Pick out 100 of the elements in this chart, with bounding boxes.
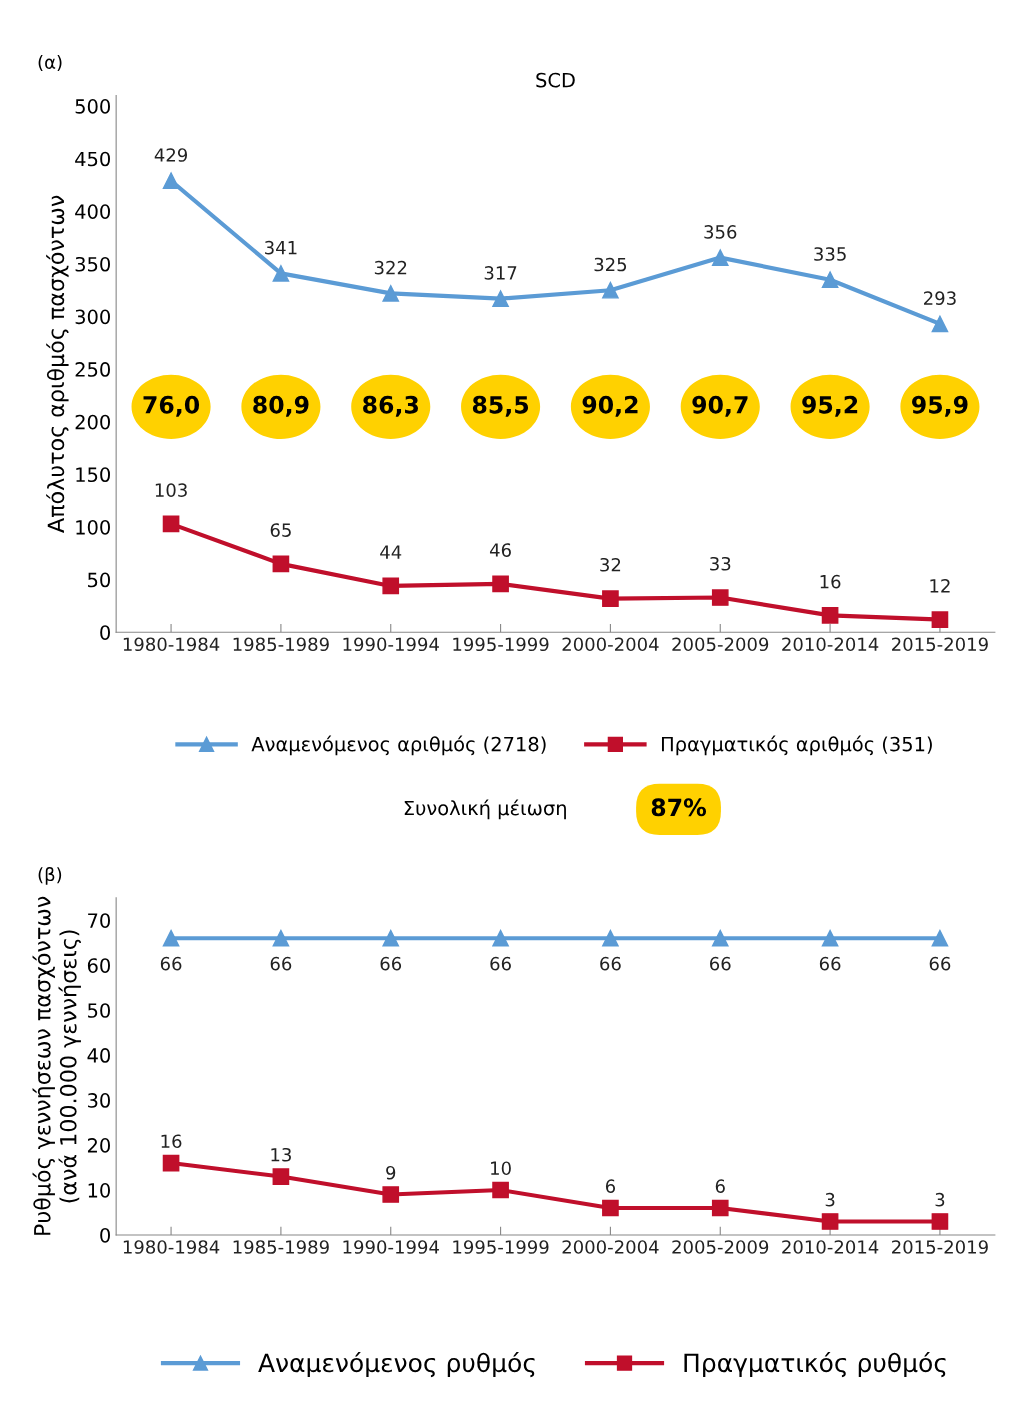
legend-label: Πραγματικός αριθμός (351) (661, 735, 932, 756)
x-tick-label: 2005-2009 (672, 1240, 769, 1254)
y-axis-title: Ρυθμός γεννήσεων πασχόντων (ανά 100.000 γεννήσεις) (32, 896, 81, 1235)
y-tick-label: 20 (87, 1138, 110, 1153)
point (602, 281, 619, 299)
y-tick-label: 10 (88, 1182, 110, 1198)
y-tick-label: 400 (75, 204, 110, 219)
x-tick-label: 2000-2004 (562, 1240, 659, 1254)
y-axis-title: Απόλυτος αριθμός πασχόντων (46, 195, 69, 533)
data-label: 9 (386, 1165, 396, 1180)
data-label: 66 (710, 956, 731, 971)
y-tick-label: 0 (100, 625, 110, 640)
data-label: 66 (929, 956, 951, 971)
point (492, 929, 509, 947)
data-label: 32 (600, 557, 621, 572)
point (711, 929, 729, 947)
x-tick-label: 1995-1999 (453, 637, 549, 652)
data-label: 33 (710, 556, 731, 571)
annotation: 90,2 (582, 395, 638, 417)
point (492, 1181, 509, 1199)
point (492, 290, 509, 307)
y-tick-label: 30 (88, 1093, 110, 1108)
x-tick-label: 2010-2014 (782, 637, 879, 652)
data-label: 6 (715, 1179, 725, 1194)
y-tick-label: 60 (87, 958, 110, 973)
point (162, 515, 180, 533)
data-label: 65 (270, 523, 291, 537)
x-tick-label: 1980-1984 (123, 1240, 220, 1254)
y-tick-label: 200 (75, 414, 110, 430)
data-label: 13 (271, 1147, 291, 1162)
text: (α) (38, 55, 62, 72)
point (821, 607, 839, 624)
data-label: 44 (380, 545, 402, 559)
data-label: 46 (489, 543, 511, 557)
chart-title: SCD (536, 72, 575, 88)
point (821, 271, 839, 289)
point (382, 929, 400, 947)
point (382, 577, 400, 595)
point (272, 1168, 290, 1185)
annotation: 85,5 (472, 395, 529, 417)
point (602, 590, 619, 607)
y-tick-label: 0 (100, 1227, 110, 1243)
y-tick-label: 100 (76, 519, 110, 535)
data-label: 3 (825, 1192, 835, 1207)
point (931, 315, 949, 333)
data-label: 317 (484, 266, 517, 280)
data-label: 66 (270, 956, 292, 971)
point (382, 285, 400, 302)
data-label: 66 (160, 956, 182, 971)
point (602, 929, 619, 947)
annotation: 80,9 (253, 395, 309, 417)
x-tick-label: 2005-2009 (672, 637, 769, 652)
point (272, 265, 290, 282)
x-tick-label: 2015-2019 (892, 637, 988, 652)
y-tick-label: 150 (76, 467, 110, 483)
y-tick-label: 50 (88, 572, 110, 588)
point (931, 611, 949, 628)
point (821, 1213, 839, 1230)
data-label: 293 (924, 291, 956, 305)
data-label: 66 (490, 956, 511, 971)
point (162, 1154, 180, 1172)
data-label: 103 (155, 483, 187, 497)
y-tick-label: 40 (87, 1048, 110, 1063)
point (492, 575, 509, 593)
point (931, 1213, 949, 1230)
data-label: 3 (935, 1192, 945, 1207)
x-tick-label: 2000-2004 (562, 637, 659, 652)
x-tick-label: 1990-1994 (343, 637, 439, 652)
annotation: 95,2 (802, 395, 858, 417)
point (272, 929, 290, 947)
point (162, 172, 180, 190)
y-tick-label: 70 (88, 913, 110, 928)
text: 87% (651, 798, 707, 817)
data-label: 12 (930, 579, 950, 593)
y-tick-label: 250 (75, 362, 110, 377)
data-label: 341 (265, 240, 297, 255)
data-label: 335 (814, 247, 846, 261)
point (602, 1199, 619, 1217)
data-label: 356 (704, 225, 737, 239)
text: (β) (38, 867, 62, 885)
data-label: 66 (600, 956, 621, 971)
legend-label: Αναμενόμενος αριθμός (2718) (251, 735, 546, 756)
data-label: 66 (380, 956, 402, 971)
point (162, 929, 180, 947)
point (711, 249, 729, 266)
annotation: 76,0 (143, 395, 200, 417)
y-tick-label: 50 (88, 1003, 110, 1018)
point (711, 589, 729, 606)
data-label: 325 (594, 257, 627, 272)
point (272, 555, 290, 573)
annotation: 95,9 (912, 395, 968, 417)
legend-label: Πραγματικός ρυθμός (684, 1351, 946, 1378)
x-tick-label: 1985-1989 (233, 1240, 329, 1254)
x-tick-label: 2015-2019 (892, 1240, 988, 1254)
x-tick-label: 1995-1999 (453, 1240, 549, 1254)
data-label: 16 (820, 574, 841, 589)
annotation: 86,3 (363, 395, 418, 417)
x-tick-label: 1990-1994 (343, 1240, 439, 1254)
text: Συνολική μέιωση (404, 799, 566, 820)
data-label: 6 (605, 1179, 616, 1194)
